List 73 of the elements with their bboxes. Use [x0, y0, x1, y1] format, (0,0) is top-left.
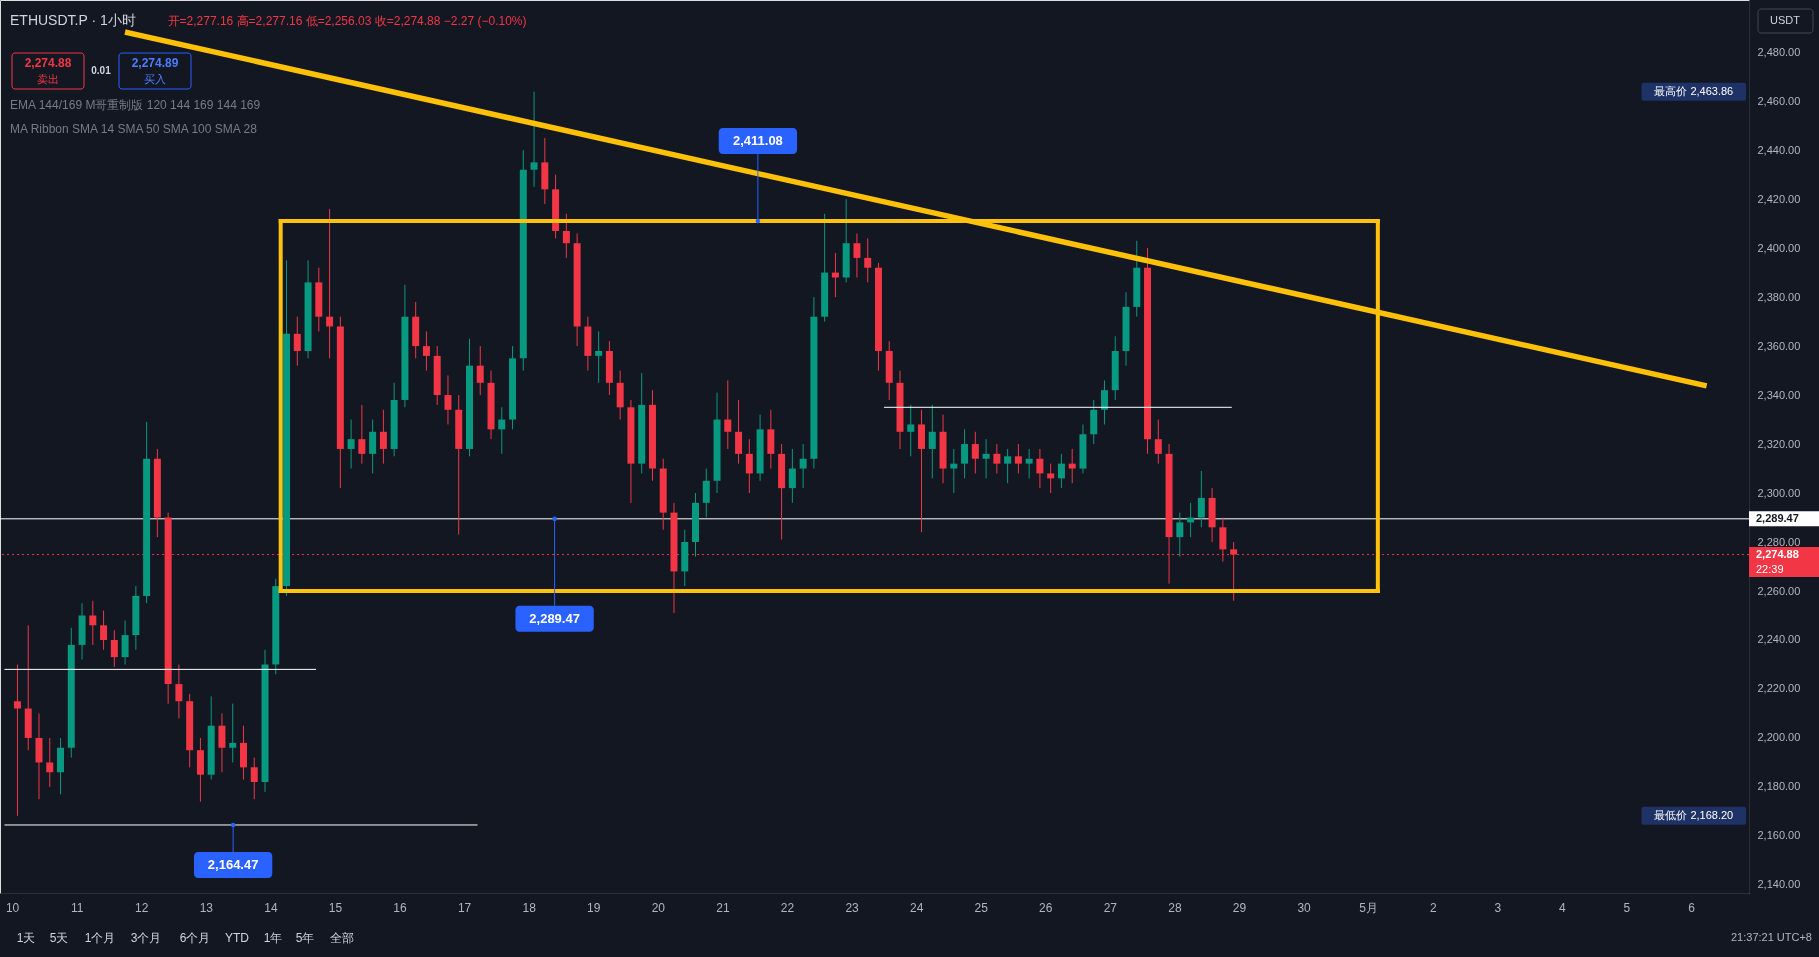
x-tick-label: 28: [1168, 900, 1182, 915]
x-tick-label: 18: [522, 900, 537, 915]
text: 1个月: [84, 931, 116, 945]
text: 全部: [330, 931, 354, 945]
y-tick-label: 2,280.00: [1757, 535, 1801, 548]
x-tick-label: 6: [1688, 900, 1696, 915]
x-tick-label: 11: [70, 900, 84, 915]
y-tick-label: 2,440.00: [1757, 143, 1801, 156]
x-tick-label: 5月: [1359, 900, 1379, 915]
x-tick-label: 3: [1494, 900, 1502, 915]
annotation: 2,274.88: [24, 56, 72, 70]
y-tick-label: 2,380.00: [1757, 290, 1801, 303]
y-tick-label: 2,200.00: [1757, 731, 1801, 744]
annotation: EMA 144/169 M哥重制版 120 144 169 144 169: [10, 98, 261, 112]
y-tick-label: 2,260.00: [1757, 584, 1801, 597]
text: 5年: [295, 931, 315, 945]
y-tick-label: 2,320.00: [1757, 437, 1801, 450]
x-tick-label: 26: [1039, 900, 1053, 915]
ref-line-label: 2,274.88: [1756, 547, 1799, 560]
x-tick-label: 29: [1232, 900, 1247, 915]
text: 3个月: [130, 931, 162, 945]
y-tick-label: 2,460.00: [1757, 94, 1801, 107]
y-tick-label: 2,180.00: [1757, 780, 1801, 793]
x-tick-label: 19: [587, 900, 601, 915]
text: 21:37:21 UTC+8: [1730, 931, 1812, 943]
y-tick-label: 2,160.00: [1757, 829, 1801, 842]
x-tick-label: 25: [974, 900, 989, 915]
x-tick-label: 21: [716, 900, 730, 915]
x-tick-label: 12: [135, 900, 149, 915]
annotation: MA Ribbon SMA 14 SMA 50 SMA 100 SMA 28: [10, 122, 258, 136]
y-tick-label: 2,240.00: [1757, 633, 1801, 646]
text: 6个月: [179, 931, 211, 945]
annotation: 2,289.47: [529, 610, 580, 626]
y-tick-label: 2,300.00: [1757, 486, 1801, 499]
x-tick-label: 23: [845, 900, 860, 915]
text: 5天: [49, 931, 69, 945]
ref-line-label: 2,289.47: [1756, 511, 1799, 524]
x-tick-label: 20: [651, 900, 666, 915]
y-tick-label: 2,340.00: [1757, 388, 1801, 401]
annotation: 0.01: [91, 65, 112, 76]
y-tick-label: 2,220.00: [1757, 682, 1801, 695]
y-tick-label: 2,140.00: [1757, 878, 1801, 891]
text: 1天: [16, 931, 36, 945]
annotation: 卖出: [37, 73, 59, 85]
x-tick-label: 17: [457, 900, 472, 915]
text: 1年: [263, 931, 283, 945]
x-tick-label: 14: [264, 900, 278, 915]
y-tick-label: 2,480.00: [1757, 45, 1801, 58]
x-tick-label: 13: [199, 900, 214, 915]
text: ETHUSDT.P · 1小时: [10, 12, 136, 28]
text: YTD: [225, 931, 250, 945]
x-tick-label: 4: [1559, 900, 1567, 915]
y-tick-label: 2,360.00: [1757, 339, 1801, 352]
x-tick-label: 22: [780, 900, 795, 915]
annotation: 最低价 2,168.20: [1654, 808, 1734, 821]
x-tick-label: 24: [909, 900, 924, 915]
x-tick-label: 2: [1429, 900, 1437, 915]
y-tick-label: 2,420.00: [1757, 192, 1801, 205]
x-tick-label: 16: [393, 900, 408, 915]
x-tick-label: 27: [1103, 900, 1118, 915]
annotation: 2,274.89: [131, 56, 179, 70]
text: 22:39: [1756, 562, 1784, 575]
annotation: 最高价 2,463.86: [1654, 84, 1734, 97]
x-tick-label: 15: [328, 900, 343, 915]
text: USDT: [1770, 14, 1801, 26]
text: 开=2,277.16 高=2,277.16 低=2,256.03 收=2,274.88 −2.27 (−0.10%): [167, 14, 527, 28]
y-tick-label: 2,400.00: [1757, 241, 1801, 254]
x-tick-label: 30: [1297, 900, 1312, 915]
x-tick-label: 5: [1623, 900, 1631, 915]
x-tick-label: 10: [5, 900, 20, 915]
annotation: 2,411.08: [732, 132, 783, 148]
annotation: 2,164.47: [207, 857, 259, 872]
annotation: 买入: [144, 73, 166, 85]
